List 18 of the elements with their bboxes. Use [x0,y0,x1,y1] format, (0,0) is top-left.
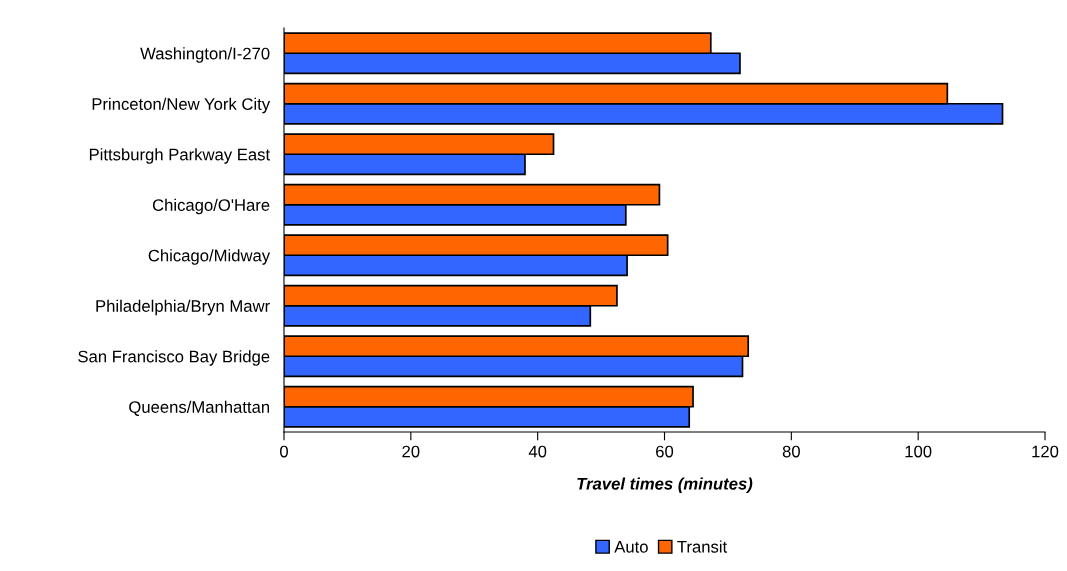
x-tick-label: 80 [782,445,800,458]
x-tick-label: 120 [1032,445,1059,458]
legend-label: Transit [677,540,728,553]
x-tick-label: 100 [905,445,932,458]
y-tick-label: Washington/I-270 [140,47,270,63]
y-tick-label: Queens/Manhattan [129,400,270,416]
legend-label: Auto [614,541,648,553]
y-tick-label: Princeton/New York City [92,97,271,114]
x-tick-label: 60 [656,445,674,458]
x-tick-label: 40 [528,445,547,458]
y-tick-label: Chicago/Midway [148,249,271,265]
y-tick-label: Chicago/O'Hare [152,198,270,215]
x-axis-title: Travel times (minutes) [577,477,753,493]
x-tick-label: 0 [280,445,288,458]
y-tick-label: Pittsburgh Parkway East [89,148,270,164]
x-tick-label: 20 [402,445,420,458]
y-tick-label: San Francisco Bay Bridge [78,350,270,366]
y-tick-label: Philadelphia/Bryn Mawr [96,299,270,316]
